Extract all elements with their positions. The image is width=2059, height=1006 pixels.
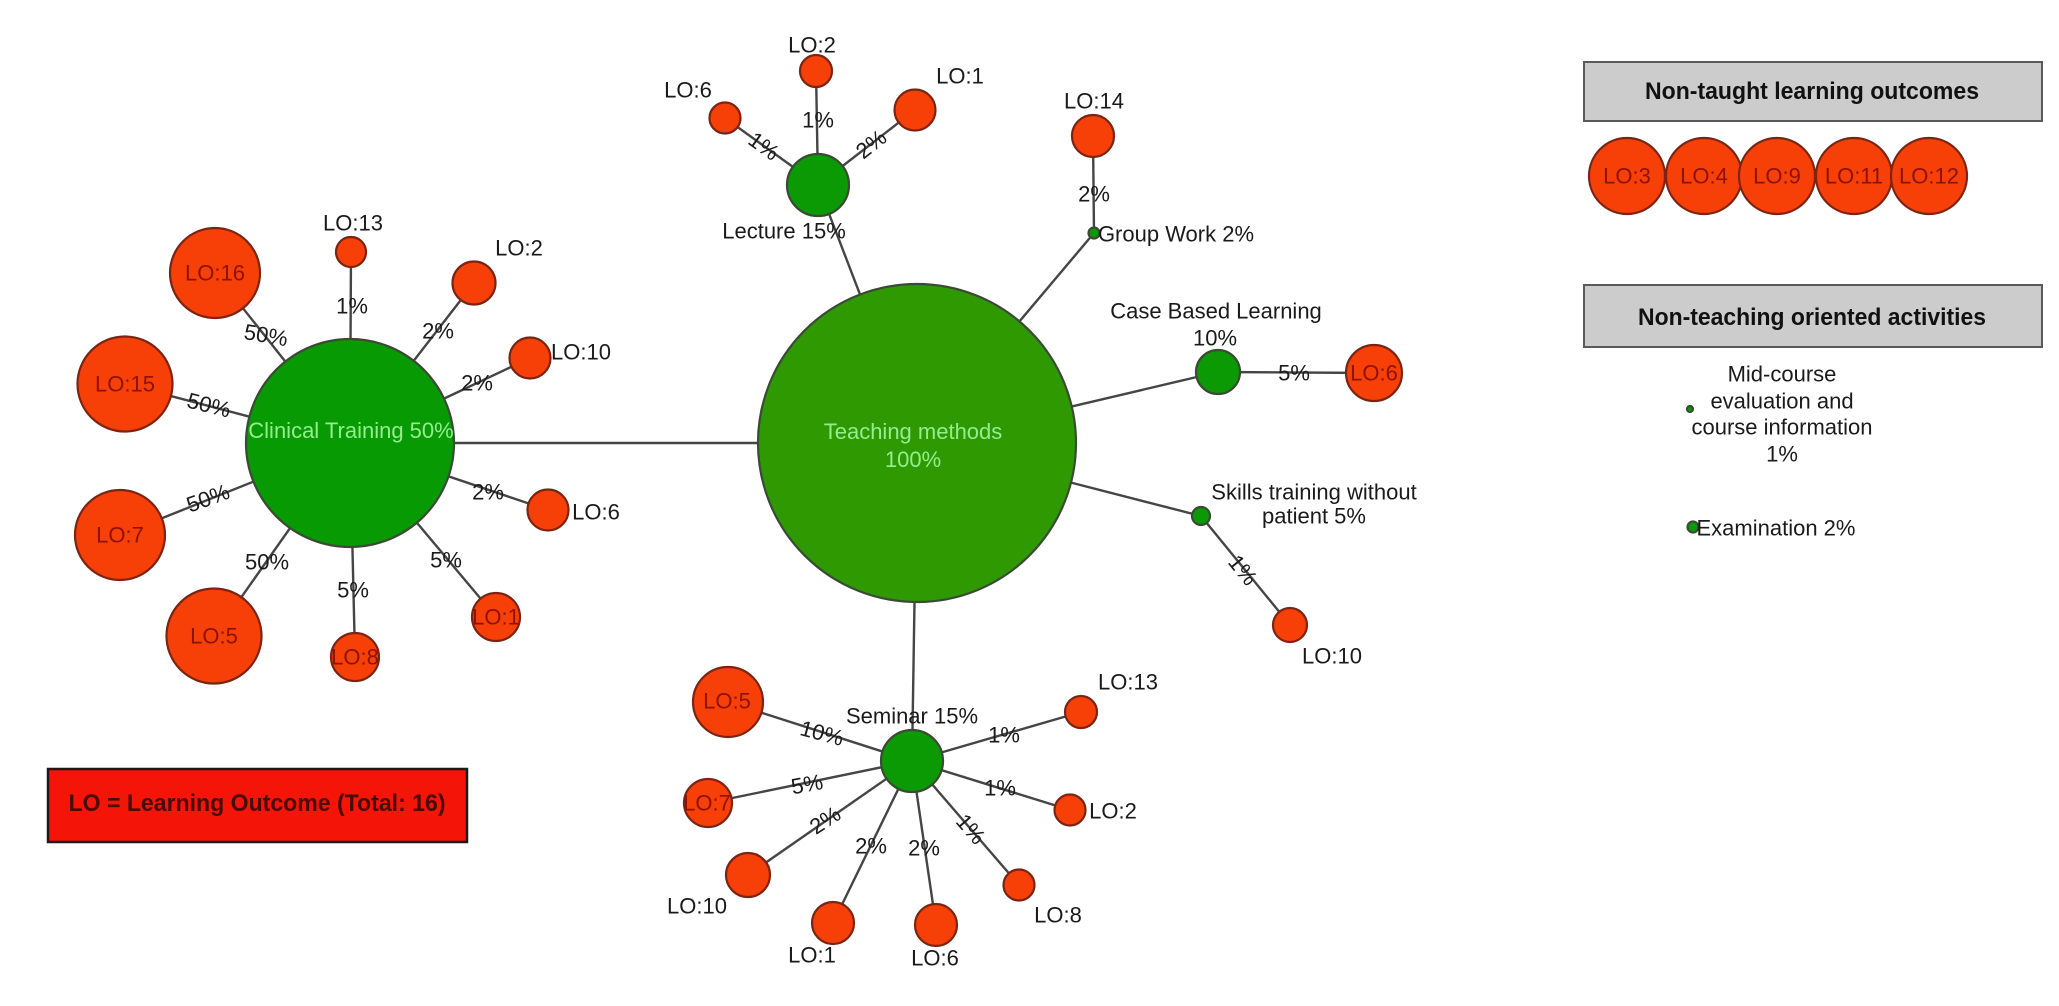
- svg-text:Group Work 2%: Group Work 2%: [1098, 222, 1254, 247]
- svg-text:2%: 2%: [461, 371, 493, 396]
- svg-text:Skills training without: Skills training without: [1211, 480, 1416, 505]
- svg-text:LO = Learning Outcome (Total:: LO = Learning Outcome (Total: 16): [69, 790, 446, 817]
- svg-text:Lecture 15%: Lecture 15%: [722, 219, 846, 244]
- svg-text:LO:10: LO:10: [667, 894, 727, 919]
- svg-text:LO:16: LO:16: [185, 261, 245, 286]
- svg-text:Non-teaching oriented activiti: Non-teaching oriented activities: [1638, 304, 1986, 331]
- svg-text:1%: 1%: [984, 776, 1016, 801]
- svg-text:Case Based Learning: Case Based Learning: [1110, 299, 1322, 324]
- svg-text:LO:6: LO:6: [911, 946, 959, 971]
- svg-text:LO:5: LO:5: [703, 689, 751, 714]
- svg-text:Examination 2%: Examination 2%: [1697, 516, 1856, 541]
- svg-text:Mid-course: Mid-course: [1728, 362, 1837, 387]
- svg-text:LO:1: LO:1: [936, 64, 984, 89]
- svg-text:1%: 1%: [988, 723, 1020, 748]
- svg-text:LO:13: LO:13: [1098, 670, 1158, 695]
- svg-text:LO:12: LO:12: [1899, 164, 1959, 189]
- svg-text:LO:6: LO:6: [664, 78, 712, 103]
- svg-text:LO:1: LO:1: [788, 943, 836, 968]
- svg-text:100%: 100%: [885, 447, 941, 472]
- svg-text:LO:7: LO:7: [683, 791, 731, 816]
- svg-text:2%: 2%: [855, 834, 887, 859]
- svg-text:LO:8: LO:8: [1034, 903, 1082, 928]
- svg-text:evaluation and: evaluation and: [1710, 389, 1853, 414]
- svg-text:50%: 50%: [245, 550, 289, 575]
- svg-text:2%: 2%: [422, 319, 454, 344]
- svg-text:LO:5: LO:5: [190, 624, 238, 649]
- svg-text:LO:1: LO:1: [472, 605, 520, 630]
- svg-text:1%: 1%: [1766, 442, 1798, 467]
- svg-text:Clinical Training 50%: Clinical Training 50%: [248, 418, 453, 443]
- svg-text:5%: 5%: [430, 548, 462, 573]
- svg-text:10%: 10%: [1193, 326, 1237, 351]
- svg-text:2%: 2%: [908, 836, 940, 861]
- svg-text:LO:4: LO:4: [1680, 164, 1728, 189]
- svg-text:LO:10: LO:10: [551, 340, 611, 365]
- svg-text:LO:2: LO:2: [1089, 799, 1137, 824]
- svg-text:LO:13: LO:13: [323, 211, 383, 236]
- svg-text:course information: course information: [1692, 415, 1873, 440]
- svg-text:1%: 1%: [336, 294, 368, 319]
- svg-text:5%: 5%: [789, 769, 825, 799]
- svg-text:LO:8: LO:8: [331, 645, 379, 670]
- svg-text:patient 5%: patient 5%: [1262, 504, 1366, 529]
- svg-text:2%: 2%: [1078, 182, 1110, 207]
- svg-text:2%: 2%: [472, 480, 504, 505]
- svg-text:LO:6: LO:6: [572, 500, 620, 525]
- svg-text:LO:2: LO:2: [788, 33, 836, 58]
- svg-text:LO:3: LO:3: [1603, 164, 1651, 189]
- svg-text:LO:2: LO:2: [495, 236, 543, 261]
- svg-text:5%: 5%: [337, 578, 369, 603]
- svg-text:LO:7: LO:7: [96, 523, 144, 548]
- svg-text:LO:14: LO:14: [1064, 89, 1124, 114]
- svg-text:LO:10: LO:10: [1302, 644, 1362, 669]
- svg-text:1%: 1%: [802, 108, 834, 133]
- svg-text:LO:6: LO:6: [1350, 361, 1398, 386]
- svg-text:LO:11: LO:11: [1825, 164, 1883, 189]
- svg-text:LO:15: LO:15: [95, 372, 155, 397]
- svg-text:LO:9: LO:9: [1753, 164, 1801, 189]
- svg-text:Non-taught learning outcomes: Non-taught learning outcomes: [1645, 78, 1979, 105]
- svg-text:Teaching methods: Teaching methods: [824, 419, 1003, 444]
- svg-text:5%: 5%: [1278, 361, 1310, 386]
- svg-text:Seminar 15%: Seminar 15%: [846, 704, 978, 729]
